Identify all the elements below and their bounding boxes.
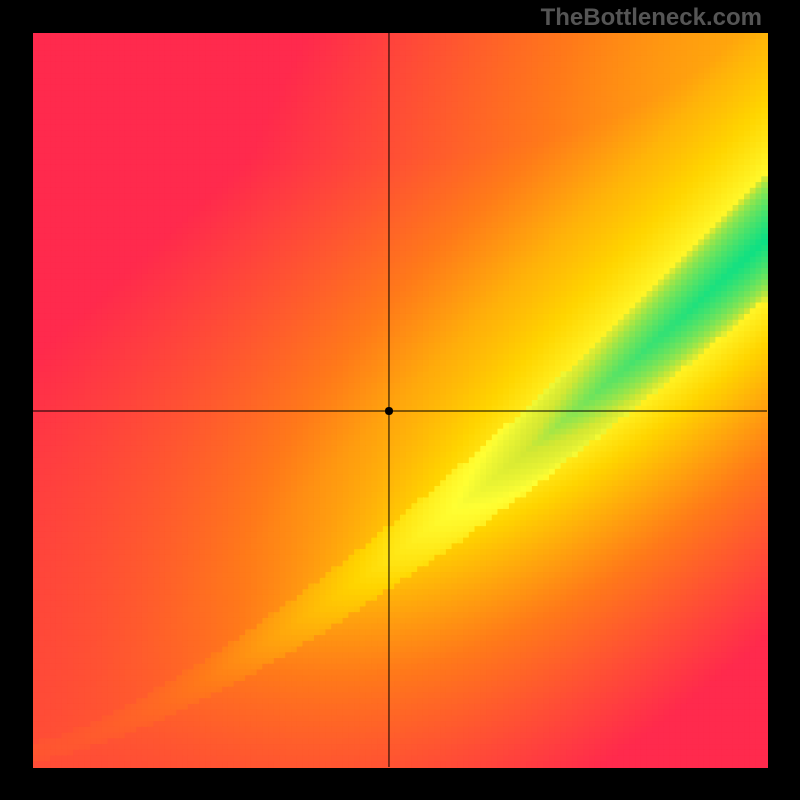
watermark-text: TheBottleneck.com	[541, 4, 762, 32]
bottleneck-heatmap	[0, 0, 800, 800]
chart-container: TheBottleneck.com	[0, 0, 800, 800]
